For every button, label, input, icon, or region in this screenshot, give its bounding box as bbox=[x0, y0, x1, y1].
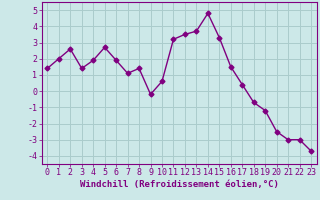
X-axis label: Windchill (Refroidissement éolien,°C): Windchill (Refroidissement éolien,°C) bbox=[80, 180, 279, 189]
